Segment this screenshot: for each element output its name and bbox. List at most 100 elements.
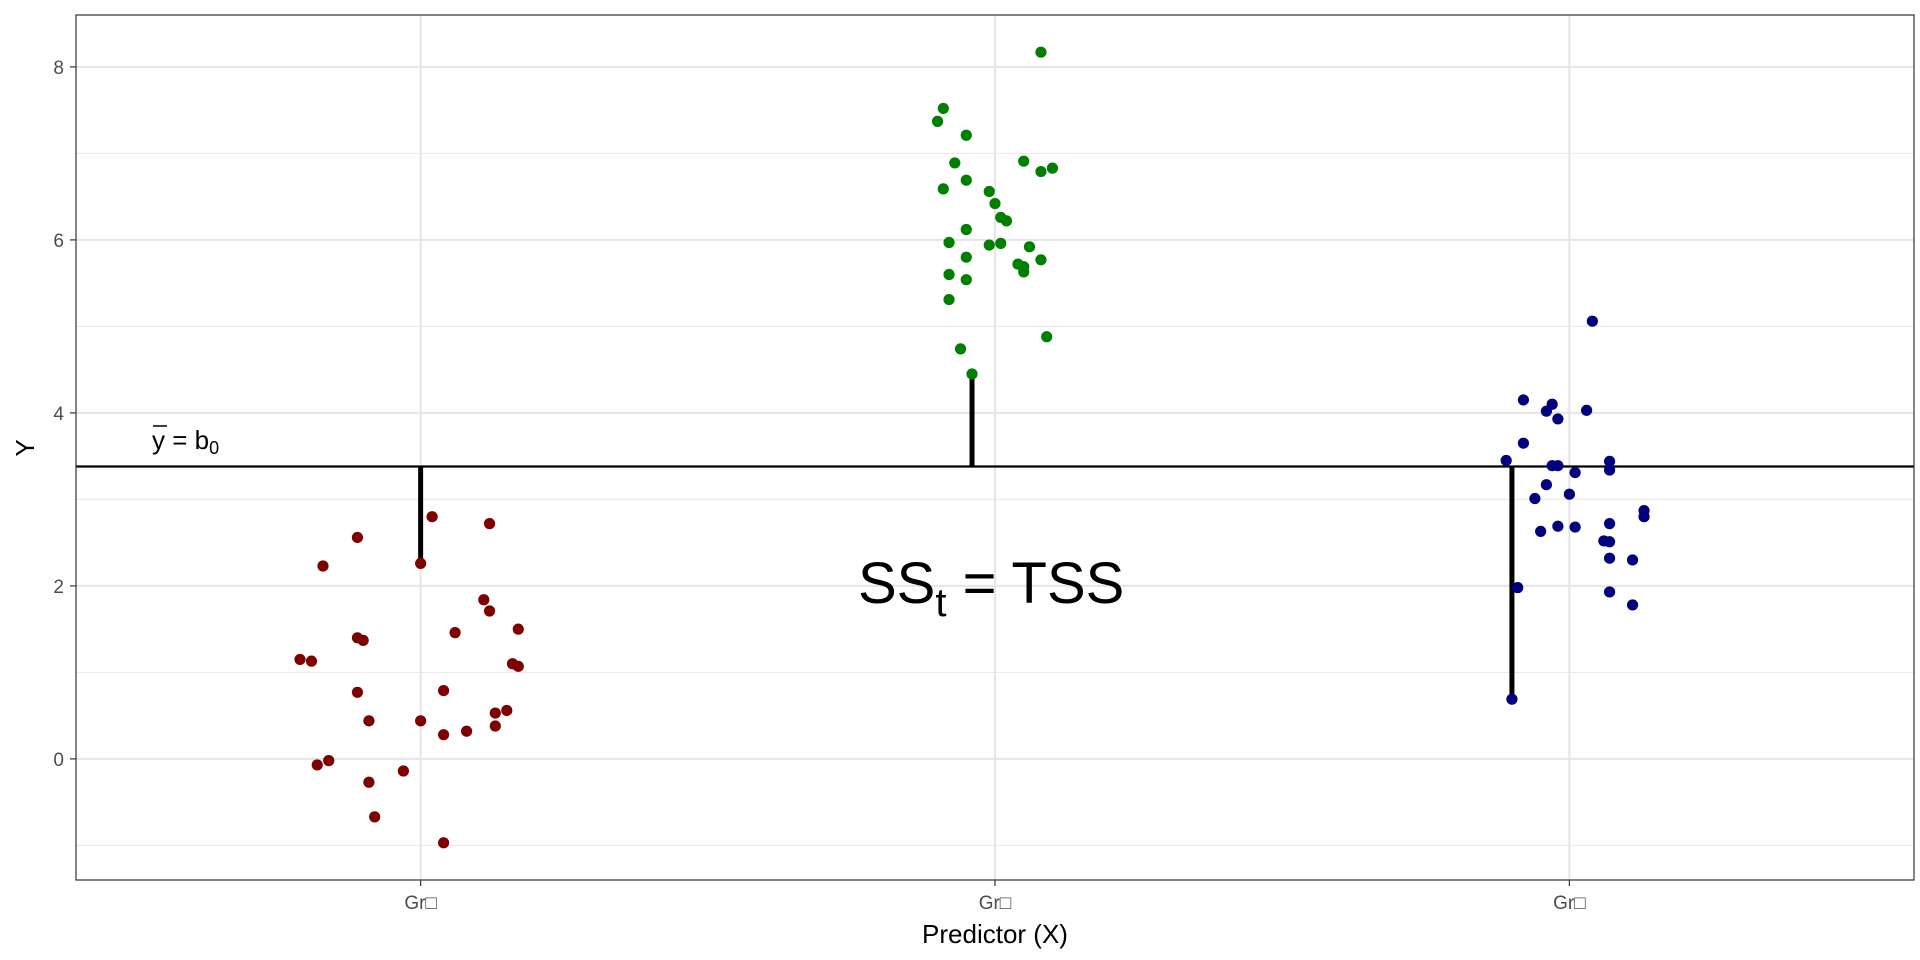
data-point	[943, 268, 955, 281]
mean-line-label-sub: 0	[209, 438, 219, 458]
data-point	[1552, 413, 1564, 425]
data-point	[438, 837, 450, 849]
data-point	[1540, 405, 1552, 417]
data-point	[357, 634, 369, 646]
data-point	[1517, 437, 1530, 449]
data-point	[294, 653, 306, 666]
data-point	[489, 720, 501, 732]
x-tick-label: Gr□	[979, 893, 1012, 914]
y-tick-label: 0	[53, 750, 64, 771]
data-point	[489, 707, 501, 719]
data-point	[1512, 582, 1524, 594]
data-point	[1586, 315, 1598, 327]
data-point	[317, 560, 329, 572]
tss-annotation-main: SS	[858, 551, 935, 616]
x-tick-label: Gr□	[1553, 893, 1586, 914]
data-point	[1035, 165, 1047, 178]
data-point	[983, 185, 995, 198]
data-point	[512, 623, 524, 635]
data-point	[1517, 394, 1530, 406]
data-point	[943, 236, 955, 249]
data-point	[311, 759, 323, 771]
data-point	[1603, 586, 1616, 598]
y-tick-label: 6	[53, 231, 64, 252]
data-point	[1603, 552, 1616, 564]
data-point	[426, 511, 438, 523]
data-point	[1626, 554, 1639, 566]
tick-layer: 0 2 4 6 8 Gr□ Gr□ Gr□	[53, 58, 1586, 914]
data-point	[931, 115, 944, 127]
y-tick-label: 2	[53, 577, 64, 598]
data-point	[983, 239, 995, 251]
data-point	[960, 251, 972, 263]
data-point	[1626, 599, 1639, 611]
data-point	[323, 755, 335, 767]
x-axis-title: Predictor (X)	[922, 919, 1068, 949]
data-point	[1569, 466, 1581, 479]
tss-annotation-sub: t	[935, 581, 946, 625]
data-point	[415, 715, 427, 727]
y-tick-label: 4	[53, 404, 64, 425]
grid-layer	[76, 15, 1914, 880]
data-point	[478, 594, 490, 606]
y-tick-label: 8	[53, 58, 64, 79]
data-point	[937, 183, 949, 195]
tss-annotation-rest: = TSS	[947, 551, 1125, 616]
mean-line-label-eq: = b	[165, 425, 209, 455]
tss-annotation: SSt = TSS	[858, 551, 1124, 625]
data-point	[460, 725, 473, 737]
data-point	[1535, 525, 1547, 538]
data-point	[1500, 454, 1512, 467]
data-point	[363, 776, 375, 788]
data-point	[966, 368, 978, 380]
data-point	[1603, 464, 1616, 476]
data-point	[483, 518, 496, 530]
data-point	[1529, 492, 1541, 505]
data-point	[1000, 215, 1013, 227]
data-point	[954, 343, 967, 355]
data-point	[305, 655, 318, 667]
data-point	[397, 765, 409, 777]
data-point	[512, 660, 524, 672]
data-point	[960, 129, 972, 141]
data-point	[1569, 521, 1581, 533]
data-point	[438, 729, 450, 741]
data-point	[415, 557, 427, 570]
data-point	[351, 531, 364, 544]
residual-segment-layer	[418, 373, 1515, 700]
data-point	[438, 684, 450, 697]
data-point	[960, 223, 972, 236]
data-point	[1018, 155, 1030, 167]
data-point	[1035, 46, 1047, 58]
data-point	[449, 627, 461, 639]
data-point	[995, 237, 1007, 249]
data-point	[363, 715, 375, 727]
data-point	[1035, 254, 1047, 266]
data-point	[943, 293, 955, 306]
point-layer	[294, 46, 1650, 849]
data-point	[1018, 266, 1030, 278]
data-point	[1581, 404, 1593, 416]
data-point	[1563, 488, 1575, 500]
data-point	[1540, 479, 1552, 491]
data-point	[1603, 455, 1616, 467]
data-point	[483, 605, 496, 617]
data-point	[501, 704, 513, 717]
data-point	[1506, 693, 1518, 705]
mean-line-label: y = b0	[152, 425, 219, 458]
data-point	[960, 174, 972, 186]
data-point	[937, 102, 949, 115]
data-point	[1603, 536, 1616, 548]
x-tick-label: Gr□	[404, 893, 437, 914]
data-point	[949, 157, 961, 169]
mean-line-label-y: y	[152, 425, 165, 455]
data-point	[351, 686, 364, 698]
data-point	[1041, 331, 1053, 343]
data-point	[989, 197, 1001, 210]
data-point	[960, 274, 972, 286]
data-point	[1046, 162, 1059, 174]
data-point	[1603, 518, 1616, 530]
data-point	[1546, 460, 1558, 472]
